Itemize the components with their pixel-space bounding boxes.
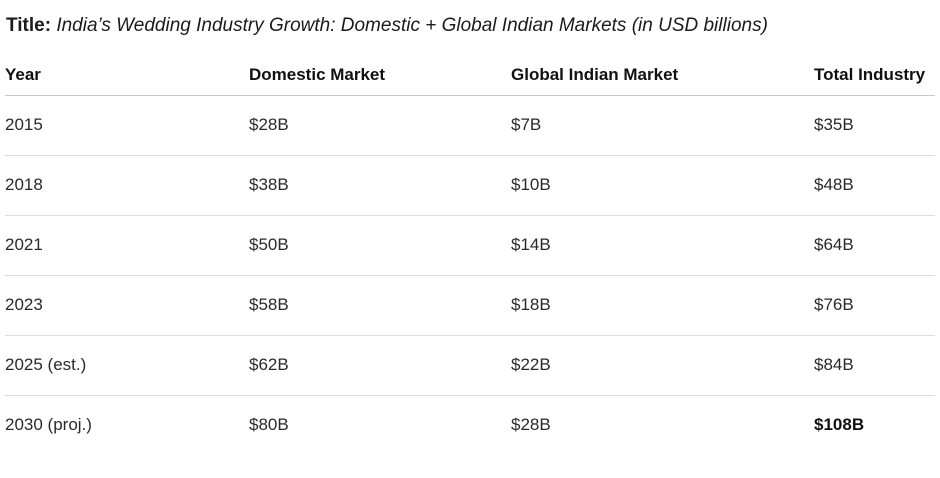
cell-global: $14B <box>511 215 814 276</box>
cell-global: $18B <box>511 275 814 336</box>
cell-domestic: $58B <box>249 275 511 336</box>
cell-year: 2021 <box>5 215 249 276</box>
page: Title: India’s Wedding Industry Growth: … <box>0 14 940 478</box>
cell-global: $22B <box>511 335 814 396</box>
table-body: 2015 $28B $7B $35B 2018 $38B $10B $48B 2… <box>5 95 935 455</box>
cell-total: $48B <box>814 155 935 216</box>
column-header-total: Total Industry <box>814 55 935 96</box>
table-row: 2023 $58B $18B $76B <box>5 275 935 336</box>
page-title: Title: India’s Wedding Industry Growth: … <box>6 14 935 38</box>
cell-year: 2015 <box>5 95 249 156</box>
table-row: 2021 $50B $14B $64B <box>5 215 935 276</box>
column-header-global: Global Indian Market <box>511 55 814 96</box>
cell-global: $7B <box>511 95 814 156</box>
column-header-year: Year <box>5 55 249 96</box>
table-row: 2030 (proj.) $80B $28B $108B <box>5 395 935 455</box>
cell-domestic: $80B <box>249 415 289 435</box>
cell-year: 2023 <box>5 275 249 336</box>
cell-year: 2018 <box>5 155 249 216</box>
cell-domestic: $62B <box>249 335 511 396</box>
table-header: Year Domestic Market Global Indian Marke… <box>5 55 935 96</box>
cell-year: 2030 (proj.) <box>5 415 92 435</box>
title-text: India’s Wedding Industry Growth: Domesti… <box>56 15 768 36</box>
cell-total: $64B <box>814 215 935 276</box>
cell-total: $108B <box>814 415 865 435</box>
title-label: Title: <box>6 15 52 36</box>
cell-domestic: $50B <box>249 215 511 276</box>
wedding-industry-table: Year Domestic Market Global Indian Marke… <box>5 55 935 455</box>
table-row: 2018 $38B $10B $48B <box>5 155 935 216</box>
cell-global: $28B <box>511 415 551 435</box>
cell-global: $10B <box>511 155 814 216</box>
cell-domestic: $28B <box>249 95 511 156</box>
cell-domestic: $38B <box>249 155 511 216</box>
table-row: 2015 $28B $7B $35B <box>5 95 935 156</box>
header-row: Year Domestic Market Global Indian Marke… <box>5 55 935 96</box>
column-header-domestic: Domestic Market <box>249 55 511 96</box>
cell-total: $84B <box>814 335 935 396</box>
cell-total: $76B <box>814 275 935 336</box>
cell-year: 2025 (est.) <box>5 335 249 396</box>
table-row: 2025 (est.) $62B $22B $84B <box>5 335 935 396</box>
cell-total: $35B <box>814 95 935 156</box>
